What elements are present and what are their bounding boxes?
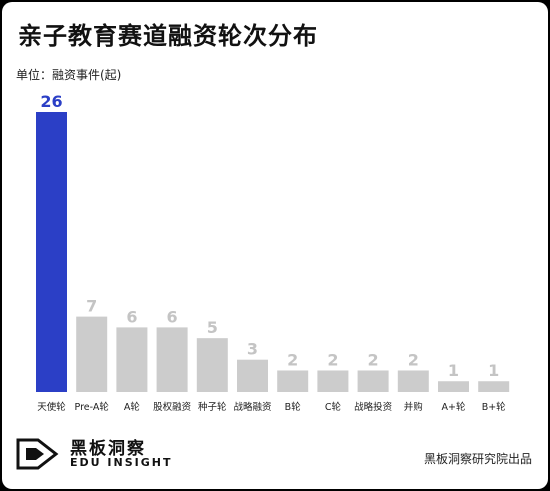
unit-label: 单位：融资事件(起) — [16, 68, 122, 82]
bar-6 — [277, 370, 309, 392]
bar-chart: 26 天使轮 7 Pre-A轮 6 A轮 6 股权融资 5 种子轮 3 战略融资 2 B轮 2 C轮 2 战略投资… — [36, 92, 510, 413]
source-credit: 黑板洞察研究院出品 — [423, 452, 532, 466]
value-label-0: 26 — [40, 92, 62, 111]
bar-5 — [237, 359, 268, 392]
category-label-8: 战略投资 — [354, 401, 393, 413]
bar-2 — [116, 327, 148, 392]
value-label-8: 2 — [368, 350, 379, 369]
value-label-6: 2 — [287, 350, 298, 369]
bar-3 — [156, 327, 188, 392]
category-label-1: Pre-A轮 — [75, 401, 110, 413]
chart-title: 亲子教育赛道融资轮次分布 — [18, 22, 318, 50]
category-label-7: C轮 — [325, 401, 342, 413]
bar-1 — [76, 316, 108, 392]
bar-0 — [36, 112, 67, 392]
bar-10 — [438, 381, 469, 392]
category-label-0: 天使轮 — [37, 401, 66, 413]
category-label-9: 并购 — [404, 401, 423, 413]
bar-8 — [357, 370, 389, 392]
value-label-2: 6 — [126, 307, 137, 326]
brand-name-en: EDU INSIGHT — [70, 456, 173, 469]
value-label-9: 2 — [408, 350, 419, 369]
value-label-1: 7 — [86, 297, 97, 316]
play-bracket-logo-icon — [16, 438, 59, 470]
category-label-10: A+轮 — [442, 401, 466, 413]
category-label-4: 种子轮 — [198, 401, 227, 413]
category-label-2: A轮 — [124, 401, 140, 413]
value-label-5: 3 — [247, 340, 258, 359]
category-label-11: B+轮 — [482, 401, 506, 413]
brand-logo: 黑板洞察 EDU INSIGHT — [16, 434, 176, 474]
bar-7 — [317, 370, 349, 392]
category-label-5: 战略融资 — [233, 401, 272, 413]
value-label-4: 5 — [207, 318, 218, 337]
category-label-6: B轮 — [285, 401, 302, 413]
value-label-10: 1 — [448, 361, 459, 380]
bar-9 — [397, 370, 429, 392]
bar-4 — [196, 338, 228, 392]
bar-11 — [478, 381, 510, 392]
value-label-7: 2 — [327, 350, 338, 369]
value-label-11: 1 — [488, 361, 499, 380]
value-label-3: 6 — [167, 307, 178, 326]
brand-name-cn: 黑板洞察 — [70, 439, 146, 459]
category-label-3: 股权融资 — [153, 401, 192, 413]
